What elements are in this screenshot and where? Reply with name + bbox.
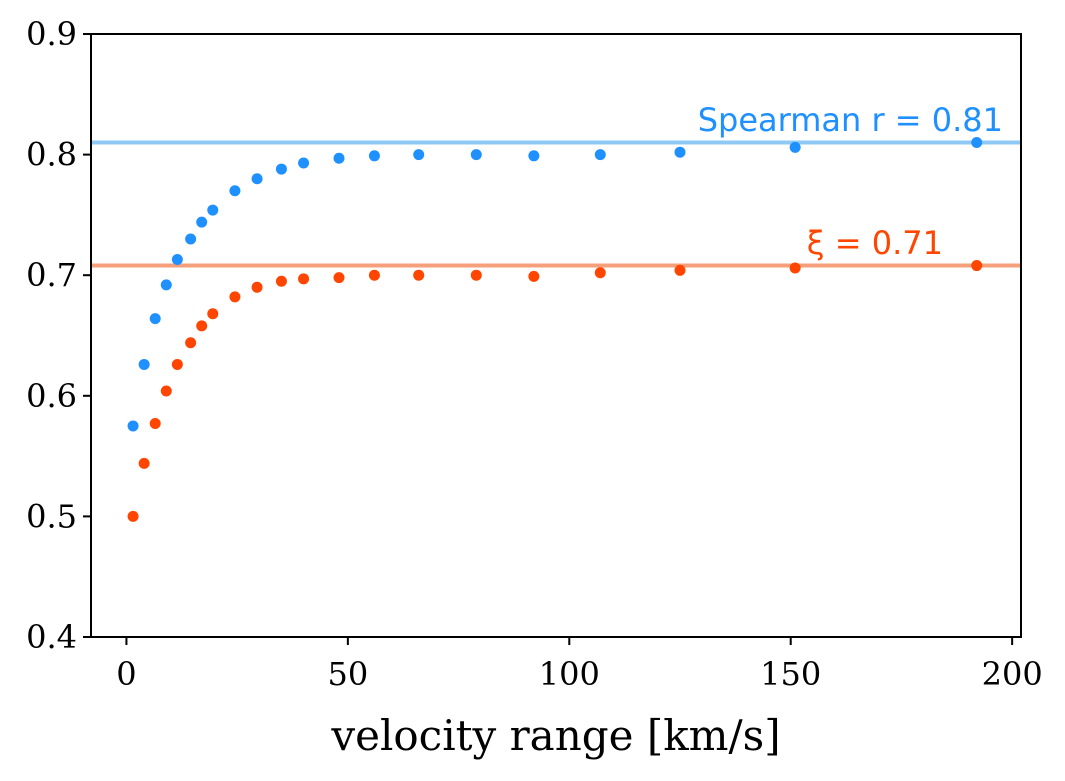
xi-annotation: ξ = 0.71	[807, 224, 943, 262]
spearman-point	[207, 204, 219, 216]
x-tick-label: 200	[982, 655, 1043, 693]
spearman-point	[368, 150, 380, 162]
y-tick-label: 0.6	[26, 377, 77, 415]
xi-point	[298, 273, 310, 285]
xi-point	[275, 275, 287, 287]
xi-point	[251, 281, 263, 293]
xi-point	[127, 510, 139, 522]
y-axis: 0.4 0.5 0.6 0.7 0.8 0.9	[26, 15, 91, 656]
xi-point	[971, 260, 983, 272]
y-tick-label: 0.5	[26, 497, 77, 535]
x-tick-label: 50	[327, 655, 368, 693]
spearman-point	[149, 313, 161, 325]
spearman-point	[674, 146, 686, 158]
y-tick-label: 0.8	[26, 136, 77, 174]
spearman-annotation: Spearman r = 0.81	[698, 101, 1003, 139]
xi-point	[185, 337, 197, 349]
spearman-point	[528, 150, 540, 162]
xi-point	[368, 269, 380, 281]
spearman-point	[127, 420, 139, 432]
spearman-point	[185, 233, 197, 245]
spearman-point	[229, 185, 241, 197]
xi-point	[149, 418, 161, 430]
x-axis: 0 50 100 150 200	[116, 637, 1043, 693]
xi-point	[160, 385, 172, 397]
xi-point	[528, 270, 540, 282]
xi-point	[470, 269, 482, 281]
spearman-point	[196, 216, 208, 228]
xi-point	[138, 457, 150, 469]
x-axis-label: velocity range [km/s]	[330, 711, 780, 760]
reference-lines	[91, 140, 1021, 268]
spearman-point	[160, 279, 172, 291]
spearman-point	[413, 149, 425, 161]
spearman-point	[298, 157, 310, 169]
spearman-point	[138, 358, 150, 370]
xi-point	[594, 267, 606, 279]
spearman-point	[171, 254, 183, 266]
spearman-point	[594, 149, 606, 161]
y-tick-label: 0.9	[26, 15, 77, 53]
xi-point	[171, 358, 183, 370]
spearman-point	[789, 141, 801, 153]
xi-point	[413, 269, 425, 281]
x-tick-label: 100	[539, 655, 600, 693]
plot-frame	[90, 33, 1022, 638]
y-tick-label: 0.7	[26, 256, 77, 294]
x-tick-label: 0	[116, 655, 136, 693]
spearman-point	[971, 137, 983, 149]
spearman-point	[470, 149, 482, 161]
xi-point	[229, 291, 241, 303]
xi-point	[333, 272, 345, 284]
spearman-point	[275, 163, 287, 175]
x-tick-label: 150	[760, 655, 821, 693]
spearman-point	[251, 173, 263, 185]
xi-point	[674, 264, 686, 276]
spearman-point	[333, 152, 345, 164]
data-points	[127, 137, 983, 522]
xi-point	[207, 308, 219, 320]
y-tick-label: 0.4	[26, 618, 77, 656]
xi-point	[789, 262, 801, 274]
xi-point	[196, 320, 208, 332]
